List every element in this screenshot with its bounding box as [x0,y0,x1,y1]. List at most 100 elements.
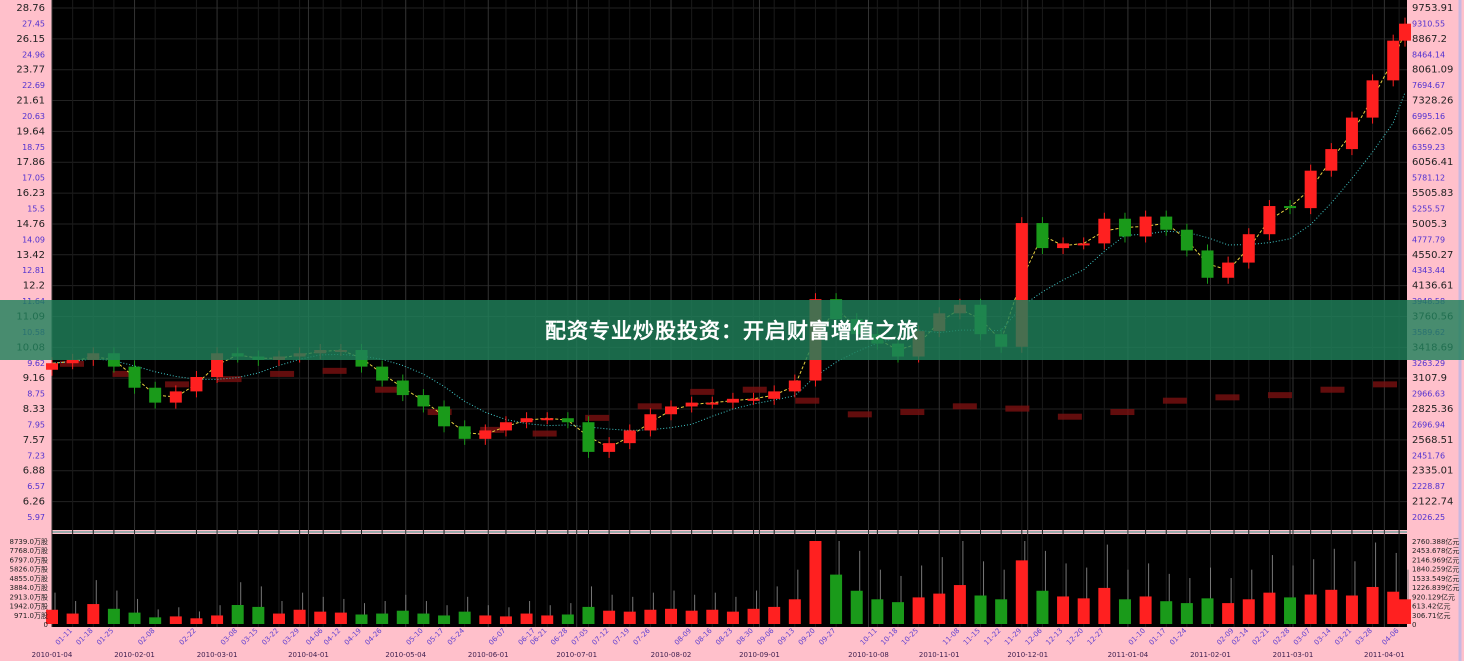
candle-body [1036,223,1049,249]
volume-bar [788,599,801,624]
volume-bar [376,613,389,624]
x-axis-tick: 03-14 [1313,626,1333,646]
volume-bar [314,611,327,624]
volume-left-tick: 3884.0万股 [10,584,49,592]
volume-bar [190,618,203,624]
x-axis-tick: 08-30 [735,627,755,647]
banner-text: 配资专业炒股投资：开启财富增值之旅 [545,319,919,343]
x-axis-tick: 11-22 [983,627,1003,647]
volume-right-tick: 2760.388亿元 [1412,537,1459,546]
volume-bar [1284,597,1297,624]
x-axis-tick: 07-05 [570,627,590,647]
x-axis-tick: 02-08 [137,627,157,647]
candle-body [747,398,760,401]
right-axis-tick: 2696.94 [1412,420,1445,429]
candle-body [376,366,389,381]
index-bar [847,411,872,418]
x-axis-tick: 05-17 [425,627,445,647]
candle-body [46,363,58,370]
right-axis-tick: 8867.2 [1412,34,1447,45]
volume-bar [438,615,451,624]
volume-bar [1222,603,1235,624]
left-axis-tick: 8.75 [27,390,45,399]
volume-bar [355,614,368,624]
volume-bar [685,610,698,624]
index-bar [1267,392,1292,399]
candle-body [706,402,719,405]
x-axis-tick: 03-21 [1333,627,1353,647]
left-axis-tick: 15.5 [27,205,45,214]
left-axis-tick: 7.57 [23,435,45,446]
right-axis-tick: 3107.9 [1412,373,1447,384]
left-axis-tick: 19.64 [16,126,45,137]
volume-bar [169,616,182,624]
index-bar [690,388,715,395]
x-axis-tick: 10-18 [879,627,899,647]
right-axis-tick: 2568.51 [1412,435,1453,446]
right-axis-tick: 2335.01 [1412,466,1453,477]
volume-bar [974,595,987,624]
volume-bar [1366,586,1379,624]
index-bar [1320,386,1345,393]
volume-bar [726,611,739,624]
candle-body [582,422,595,452]
candle-body [541,418,554,421]
index-bar [270,370,295,377]
volume-bar [1399,599,1411,624]
x-axis-tick: 10-25 [900,627,920,647]
candle-body [685,402,698,407]
x-axis-tick: 01-17 [1148,627,1168,647]
volume-bar [87,604,100,624]
x-axis-tick: 11-08 [941,627,961,647]
candle-body [1345,117,1358,150]
volume-bar [499,616,512,624]
volume-bar [995,599,1008,624]
volume-bar [252,606,265,624]
x-axis-tick: 12-06 [1024,626,1044,646]
volume-bar [912,597,925,624]
volume-bar [953,585,966,624]
volume-bar [1325,589,1338,624]
left-axis-tick: 12.2 [23,281,45,292]
candle-body [1139,216,1152,237]
right-axis-tick: 4777.79 [1412,235,1445,244]
candle-body [417,395,430,407]
volume-bar [1036,590,1049,624]
candle-body [1222,262,1235,278]
volume-left-tick: 5826.0万股 [10,566,49,574]
right-axis-tick: 4136.61 [1412,281,1453,292]
x-axis-tick: 11-15 [962,627,982,647]
volume-bar [334,612,347,624]
candle-body [644,414,657,431]
x-axis-tick: 08-23 [714,627,734,647]
volume-bar [458,611,471,624]
volume-left-tick: 8739.0万股 [10,538,49,546]
volume-bar [603,610,616,624]
index-bar [532,430,557,437]
candle-body [1118,218,1131,237]
right-axis-tick: 8464.14 [1412,50,1445,59]
index-bar [1215,394,1240,401]
x-axis-tick: 05-24 [446,626,466,646]
index-bar [1057,413,1082,420]
right-axis-tick: 5505.83 [1412,188,1453,199]
candle-body [1180,229,1193,251]
x-axis-tick: 2011-04-01 [1364,651,1405,659]
index-bar [637,403,662,410]
index-bar [742,386,767,393]
candle-body [499,422,512,431]
right-axis-tick: 5781.12 [1412,174,1445,183]
x-axis-tick: 01-18 [75,627,95,647]
x-axis-tick: 2010-05-04 [385,651,426,659]
candle-body [458,426,471,439]
x-axis-tick: 11-29 [1003,627,1023,647]
x-axis-tick: 2010-08-02 [651,651,692,659]
x-axis-tick: 03-28 [1354,627,1374,647]
volume-bar [211,615,224,624]
volume-right-tick: 1226.839亿元 [1412,583,1459,592]
candle-body [623,430,636,444]
candle-body [603,443,616,452]
volume-bar [830,574,843,624]
x-axis-tick: 09-06 [756,626,776,646]
index-bar [112,370,137,377]
